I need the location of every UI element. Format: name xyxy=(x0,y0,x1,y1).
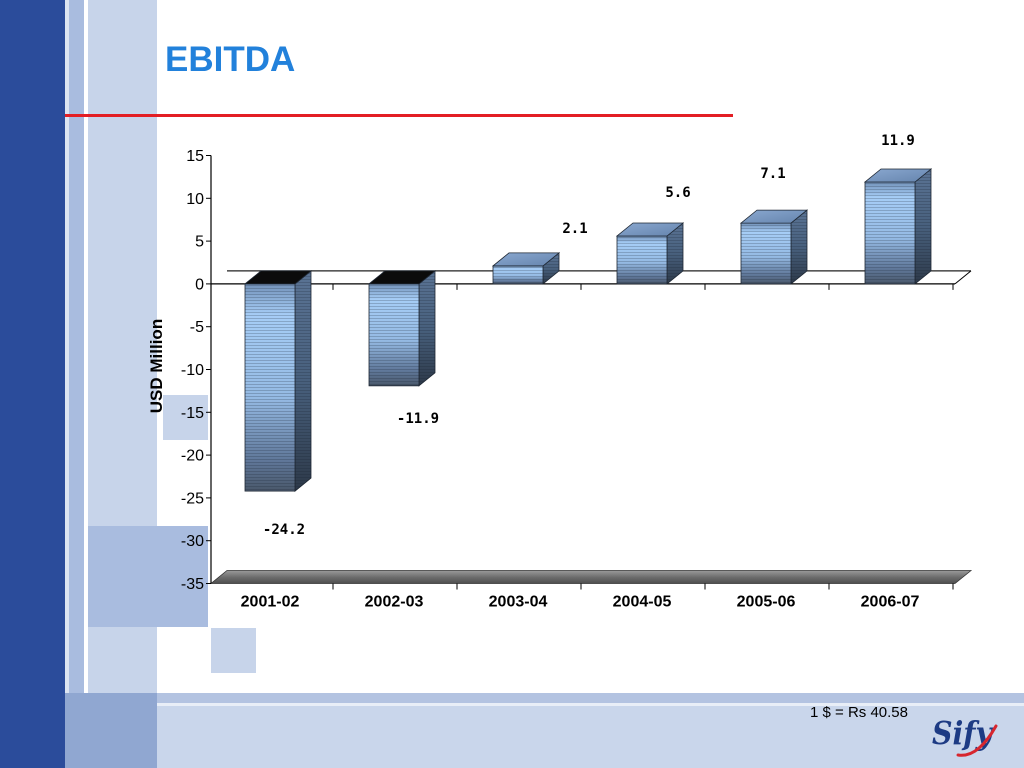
bar xyxy=(739,209,809,285)
x-tick-label: 2002-03 xyxy=(365,594,424,611)
bar xyxy=(863,168,933,285)
decorative-square xyxy=(163,395,208,440)
bar-value-label: -24.2 xyxy=(263,522,305,538)
bar xyxy=(491,252,561,285)
bar-top-face xyxy=(491,252,561,267)
footer-corner-block xyxy=(65,693,157,768)
bar-top-face xyxy=(615,222,685,237)
x-tick-label: 2001-02 xyxy=(241,594,300,611)
bar-top-face xyxy=(367,270,437,285)
bar-side-stripes xyxy=(543,252,559,284)
chart-floor xyxy=(209,570,973,584)
x-tick-label: 2005-06 xyxy=(737,594,796,611)
bar-top-face xyxy=(739,209,809,224)
x-tick-label: 2003-04 xyxy=(489,594,548,611)
bar xyxy=(615,222,685,285)
y-tick-label: 15 xyxy=(186,148,204,165)
bar xyxy=(243,270,313,492)
y-tick-label: -10 xyxy=(181,362,204,379)
y-tick-label: -35 xyxy=(181,576,204,593)
slide-title: EBITDA xyxy=(165,40,296,79)
bar-side-stripes xyxy=(915,169,931,284)
bar-value-label: 11.9 xyxy=(881,133,915,149)
decorative-square xyxy=(211,628,256,673)
decorative-block xyxy=(88,526,208,627)
x-axis-depth-line xyxy=(954,270,972,285)
bar-value-label: 2.1 xyxy=(562,221,587,237)
exchange-rate-note: 1 $ = Rs 40.58 xyxy=(810,704,908,721)
bar-value-label: 7.1 xyxy=(760,166,785,182)
title-underline xyxy=(65,114,733,117)
footer-band-top xyxy=(65,693,1024,703)
bar-value-label: 5.6 xyxy=(665,185,690,201)
y-tick-label: 10 xyxy=(186,191,204,208)
sidebar-edge-strip xyxy=(65,0,69,768)
bar-value-label: -11.9 xyxy=(397,411,439,427)
bar-side-stripes xyxy=(295,270,311,492)
bar-top-face xyxy=(863,168,933,183)
bar-front-stripes xyxy=(741,223,791,284)
y-tick-label: -5 xyxy=(190,319,204,336)
sidebar-mid-strip xyxy=(69,0,84,768)
y-axis-label: USD Million xyxy=(147,319,166,413)
bar-side-stripes xyxy=(667,223,683,284)
plot-area: 15 10 5 0 -5 -10 -15 -20 -25 -30 -35 2001-02 2002-03… xyxy=(181,133,973,611)
logo-wordmark: Sify xyxy=(932,714,994,752)
bar-front-stripes xyxy=(493,265,543,284)
bar-front-stripes xyxy=(865,182,915,284)
bar-top-face xyxy=(243,270,313,285)
x-tick-label: 2006-07 xyxy=(861,594,920,611)
y-tick-label: -20 xyxy=(181,448,204,465)
bar-side-stripes xyxy=(791,210,807,284)
bar-front-stripes xyxy=(369,283,419,386)
logo-swoosh xyxy=(956,724,998,757)
y-tick-label: -25 xyxy=(181,490,204,507)
bar-front-stripes xyxy=(245,283,295,492)
y-tick-label: -15 xyxy=(181,405,204,422)
x-tick-label: 2004-05 xyxy=(613,594,672,611)
footer-band-line xyxy=(65,703,1024,706)
sidebar-dark-strip xyxy=(0,0,65,768)
y-tick-label: 5 xyxy=(195,234,204,251)
footer-band xyxy=(65,706,1024,768)
y-tick-label: 0 xyxy=(195,276,204,293)
bar-front-stripes xyxy=(617,236,667,284)
sify-logo: Sify xyxy=(932,714,998,757)
bar-side-stripes xyxy=(419,270,435,386)
y-tick-label: -30 xyxy=(181,533,204,550)
bar xyxy=(367,270,437,387)
